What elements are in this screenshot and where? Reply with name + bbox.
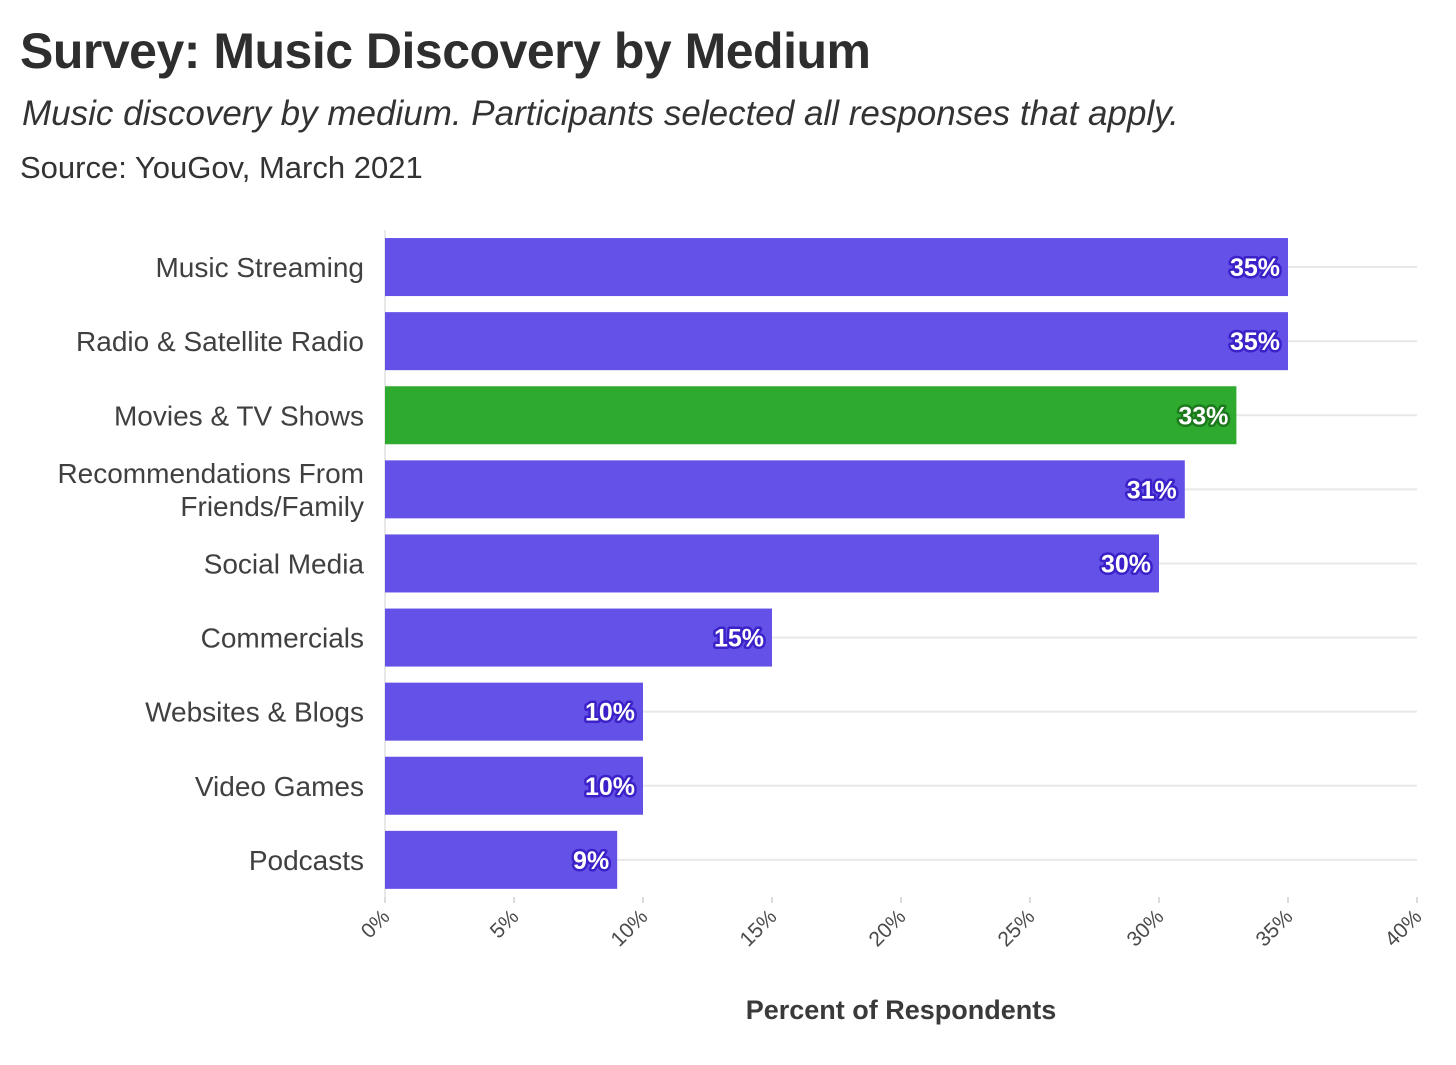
bar — [385, 608, 772, 667]
bar-value-label: 30% — [1101, 550, 1151, 578]
bar — [385, 534, 1159, 593]
x-tick-label: 15% — [736, 905, 782, 951]
category-label: Podcasts — [249, 845, 364, 876]
category-label: Movies & TV Shows — [114, 400, 364, 431]
bar-value-label: 15% — [714, 625, 764, 653]
x-tick-labels: 0% 5% 10% 15% 20% 25% 30% 35% 40% — [357, 897, 1427, 951]
bar — [385, 238, 1288, 297]
bar-value-label: 35% — [1230, 254, 1280, 282]
category-label: Video Games — [195, 771, 364, 802]
x-tick-label: 10% — [607, 905, 653, 951]
bar-value-label: 35% — [1230, 328, 1280, 356]
bar — [385, 682, 643, 741]
bar-value-label: 31% — [1127, 476, 1177, 504]
category-label: Websites & Blogs — [145, 697, 364, 728]
x-tick-label: 40% — [1381, 905, 1427, 951]
chart-title: Survey: Music Discovery by Medium — [20, 23, 871, 79]
bar-layer: 35% 35% 33% 31% 30% 15% 10% 10% 9% — [385, 238, 1288, 889]
x-tick-label: 5% — [486, 905, 524, 943]
bar-value-label: 10% — [585, 699, 635, 727]
bar-value-label: 9% — [573, 847, 609, 875]
chart-source: Source: YouGov, March 2021 — [20, 150, 423, 185]
bar — [385, 460, 1185, 519]
bar — [385, 756, 643, 815]
bar — [385, 386, 1237, 445]
category-labels: Music Streaming Radio & Satellite Radio Mo… — [57, 252, 364, 876]
category-label: Radio & Satellite Radio — [76, 326, 364, 357]
x-tick-label: 25% — [994, 905, 1040, 951]
x-tick-label: 20% — [865, 905, 911, 951]
x-axis-label: Percent of Respondents — [746, 995, 1057, 1025]
bar-value-label: 33% — [1178, 402, 1228, 430]
x-tick-label: 0% — [357, 905, 395, 943]
bar — [385, 830, 618, 889]
x-tick-label: 35% — [1252, 905, 1298, 951]
category-label: Recommendations From Friends/Family — [57, 458, 364, 522]
category-label: Music Streaming — [155, 252, 364, 283]
chart-subtitle: Music discovery by medium. Participants … — [22, 94, 1179, 133]
x-tick-label: 30% — [1123, 905, 1169, 951]
category-label: Commercials — [201, 623, 364, 654]
bar-value-label: 10% — [585, 773, 635, 801]
bar — [385, 312, 1288, 371]
category-label: Social Media — [204, 548, 365, 579]
